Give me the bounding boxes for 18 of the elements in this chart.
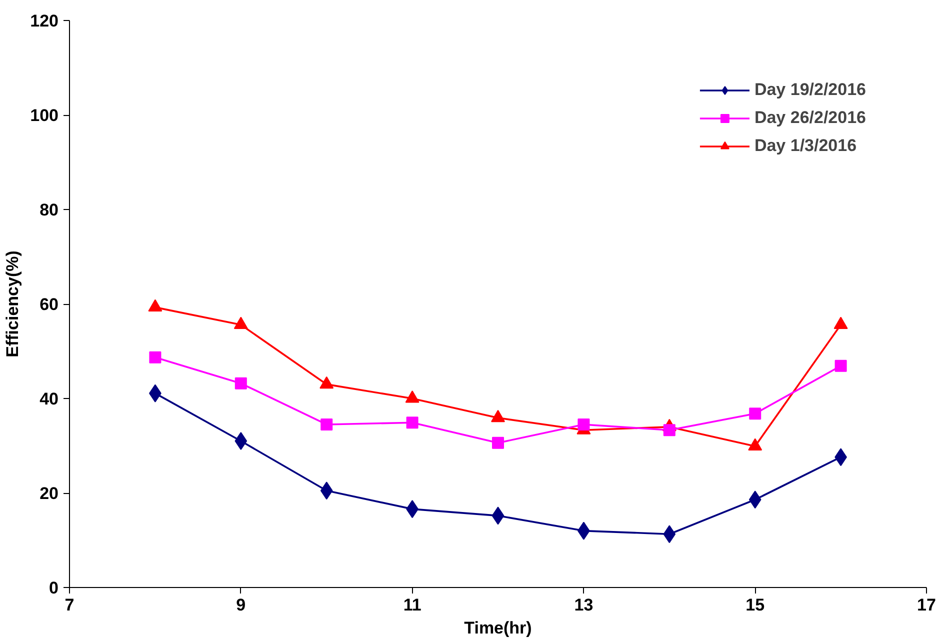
y-tick-label: 80 bbox=[40, 200, 59, 220]
y-tick-label: 60 bbox=[40, 295, 59, 314]
x-tick-label: 17 bbox=[917, 596, 936, 614]
x-axis-title: Time(hr) bbox=[464, 618, 532, 638]
x-tick-label: 13 bbox=[574, 596, 594, 614]
y-tick-label: 20 bbox=[40, 484, 59, 503]
y-tick-label: 120 bbox=[30, 12, 59, 30]
legend-label: Day 19/2/2016 bbox=[754, 80, 866, 100]
y-tick-label: 40 bbox=[40, 390, 59, 408]
x-tick-label: 11 bbox=[403, 596, 422, 614]
x-tick-label: 15 bbox=[746, 596, 765, 614]
legend-label: Day 26/2/2016 bbox=[754, 108, 866, 128]
y-tick-label: 0 bbox=[49, 578, 59, 598]
legend-label: Day 1/3/2016 bbox=[754, 136, 857, 156]
y-tick-label: 100 bbox=[30, 106, 59, 125]
x-tick-label: 7 bbox=[64, 596, 74, 614]
x-tick-label: 9 bbox=[236, 596, 246, 614]
y-axis-title: Efficiency(%) bbox=[3, 250, 22, 358]
